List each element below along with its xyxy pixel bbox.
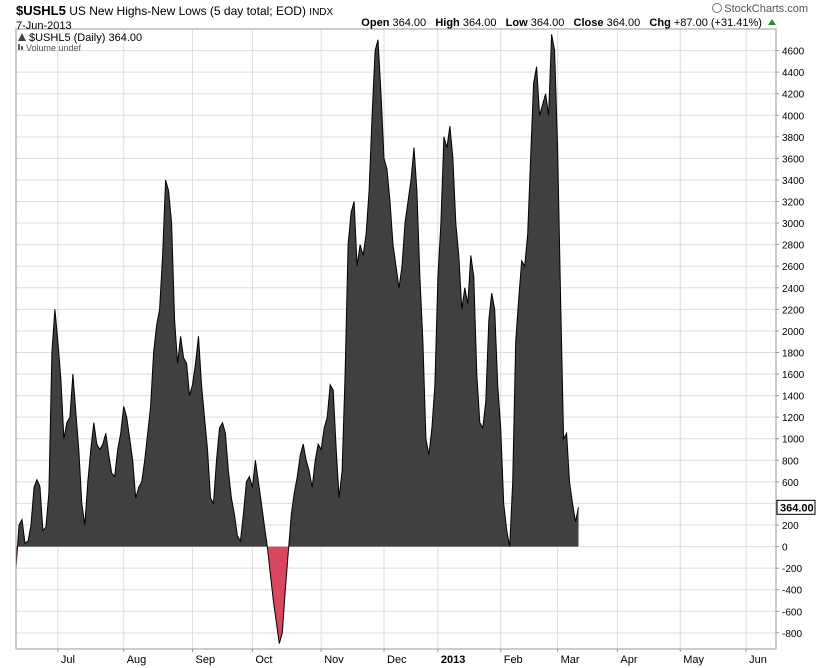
- y-tick-label: 2200: [782, 305, 805, 316]
- y-tick-label: 1200: [782, 413, 805, 424]
- y-tick-label: 0: [782, 543, 788, 554]
- y-tick-label: 4400: [782, 68, 805, 79]
- y-tick-label: -200: [782, 564, 802, 575]
- close-label: Close: [573, 17, 604, 29]
- stockcharts-logo-icon: [712, 3, 723, 13]
- low-value: 364.00: [530, 17, 565, 29]
- y-tick-label: 2000: [782, 327, 805, 338]
- x-tick-label: Aug: [127, 654, 147, 666]
- y-tick-label: 3600: [782, 154, 805, 165]
- y-tick-label: 800: [782, 456, 799, 467]
- x-tick-label: 2013: [441, 654, 465, 666]
- plot-frame: [15, 28, 777, 650]
- x-tick-label: May: [683, 654, 704, 666]
- last-value-box: [776, 499, 816, 515]
- title-text: US New Highs-New Lows (5 day total; EOD): [69, 4, 306, 18]
- y-tick-label: -400: [782, 586, 802, 597]
- y-tick-label: -600: [782, 607, 802, 618]
- y-tick-label: 3800: [782, 133, 805, 144]
- x-tick-label: Feb: [504, 654, 523, 666]
- series-line: [15, 34, 579, 644]
- y-tick-label: 3000: [782, 219, 805, 230]
- x-axis: Jul Aug Sep Oct Nov Dec 2013 Feb Mar Apr May Jun: [57, 649, 767, 666]
- y-tick-label: 200: [782, 521, 799, 532]
- x-tick-label: Apr: [620, 654, 637, 666]
- area-series: [15, 34, 579, 644]
- y-tick-label: 4000: [782, 111, 805, 122]
- y-tick-label: 1400: [782, 392, 805, 403]
- x-tick-label: Mar: [561, 654, 580, 666]
- y-tick-label: 3200: [782, 198, 805, 209]
- negative-area: [16, 546, 579, 644]
- y-tick-label: 3400: [782, 176, 805, 187]
- high-value: 364.00: [462, 17, 497, 29]
- series-legend: $USHL5 (Daily) 364.00 Volume undef: [18, 32, 142, 53]
- symbol-label: $USHL5: [16, 3, 66, 18]
- x-tick-label: Jun: [749, 654, 767, 666]
- series-legend-label: $USHL5 (Daily) 364.00: [29, 32, 142, 44]
- y-axis: -800-600-400-200020040060080010001200140…: [776, 47, 805, 640]
- x-tick-label: Oct: [255, 654, 272, 666]
- last-value-label: 364.00: [780, 502, 814, 514]
- y-tick-label: 600: [782, 478, 799, 489]
- date-label: 7-Jun-2013: [16, 20, 72, 32]
- ohlc-summary: Open 364.00 High 364.00 Low 364.00 Close…: [361, 17, 776, 29]
- high-label: High: [435, 17, 460, 29]
- low-label: Low: [505, 17, 528, 29]
- stockcharts-logo: StockCharts.com: [712, 3, 808, 15]
- y-tick-label: 2800: [782, 241, 805, 252]
- last-value-badge: 364.00: [776, 499, 816, 515]
- open-value: 364.00: [392, 17, 427, 29]
- y-tick-label: 1000: [782, 435, 805, 446]
- volume-legend-label: Volume undef: [26, 43, 82, 53]
- y-tick-label: 2600: [782, 262, 805, 273]
- chg-value: +87.00 (+31.41%): [673, 17, 762, 29]
- y-tick-label: -800: [782, 629, 802, 640]
- y-tick-label: 4600: [782, 47, 805, 58]
- logo-text: StockCharts.com: [724, 3, 808, 15]
- exchange-label: INDX: [309, 7, 334, 18]
- y-tick-label: 2400: [782, 284, 805, 295]
- chart-title: $USHL5 US New Highs-New Lows (5 day tota…: [16, 3, 333, 18]
- chg-label: Chg: [649, 17, 671, 29]
- open-label: Open: [361, 17, 390, 29]
- y-tick-label: 4200: [782, 90, 805, 101]
- y-tick-label: 1600: [782, 370, 805, 381]
- x-tick-label: Sep: [196, 654, 216, 666]
- x-tick-label: Jul: [61, 654, 75, 666]
- up-arrow-icon: [768, 19, 776, 25]
- volume-swatch-bar: [21, 46, 23, 50]
- series-swatch-icon: [18, 33, 26, 41]
- positive-area: [16, 34, 579, 547]
- y-tick-label: 1800: [782, 348, 805, 359]
- close-value: 364.00: [606, 17, 641, 29]
- x-tick-label: Nov: [324, 654, 344, 666]
- x-tick-label: Dec: [387, 654, 407, 666]
- volume-swatch-icon: [18, 44, 20, 50]
